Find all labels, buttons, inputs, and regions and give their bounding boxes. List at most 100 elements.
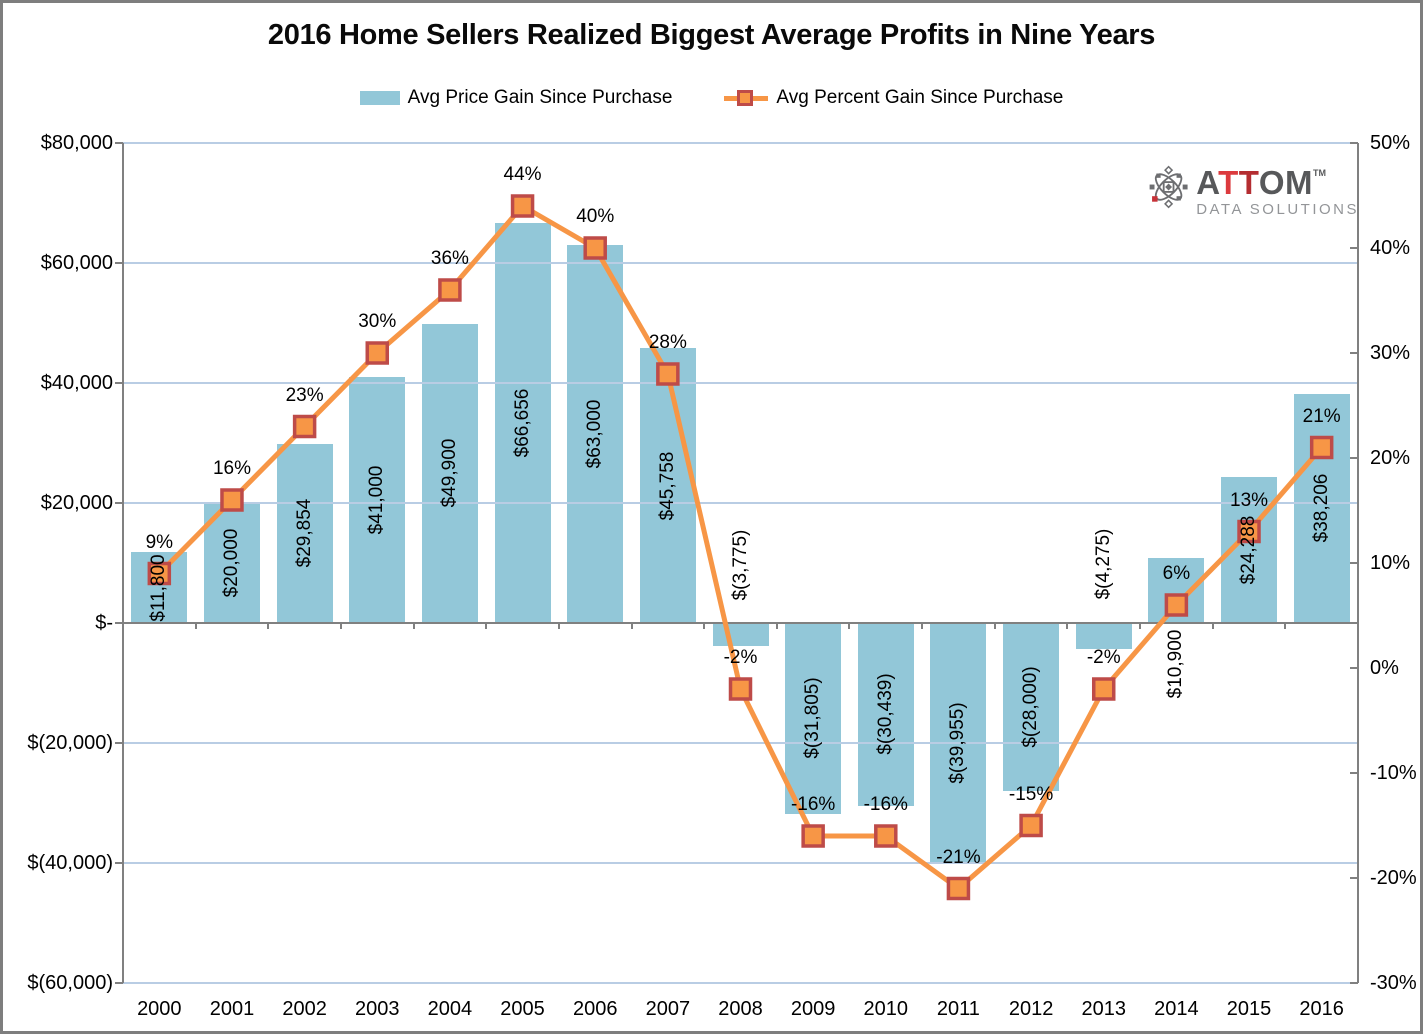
attom-logo-text: ATTOMTM DATA SOLUTIONS bbox=[1196, 154, 1359, 222]
category-axis-tick bbox=[993, 623, 996, 629]
left-axis-tick-label: $20,000 bbox=[40, 492, 113, 514]
percent-label-2002: 23% bbox=[285, 384, 324, 406]
line-marker-2012 bbox=[1019, 813, 1043, 838]
category-axis-tick bbox=[339, 623, 342, 629]
x-axis-label-2008: 2008 bbox=[718, 998, 763, 1020]
bar-value-label-2012: $(28,000) bbox=[1020, 666, 1042, 748]
x-axis-label-2006: 2006 bbox=[572, 998, 618, 1020]
percent-label-2003: 30% bbox=[358, 311, 397, 332]
x-axis-label-2004: 2004 bbox=[427, 998, 473, 1020]
legend: Avg Price Gain Since Purchase Avg Percen… bbox=[3, 87, 1420, 109]
category-axis-tick bbox=[848, 623, 851, 629]
legend-label-percent-gain: Avg Percent Gain Since Purchase bbox=[776, 87, 1064, 108]
left-axis-tick-label: $- bbox=[95, 612, 113, 634]
bar-value-label-2013: $(4,275) bbox=[1092, 528, 1114, 600]
line-marker-2005 bbox=[510, 194, 535, 218]
logo-red-square bbox=[1152, 196, 1158, 202]
gridline bbox=[123, 862, 1358, 864]
category-axis-tick bbox=[1357, 623, 1359, 629]
line-marker-2003 bbox=[365, 341, 390, 365]
left-axis-tick bbox=[115, 982, 123, 984]
percent-label-2008: -2% bbox=[723, 647, 758, 668]
gridline bbox=[123, 142, 1358, 144]
category-axis-tick bbox=[557, 623, 560, 629]
bar-value-label-2016: $38,206 bbox=[1310, 474, 1332, 543]
percent-label-2007: 28% bbox=[648, 332, 687, 353]
logo-letter: T bbox=[1218, 164, 1239, 201]
bar-value-label-2014: $10,900 bbox=[1165, 629, 1187, 699]
right-axis-tick bbox=[1350, 877, 1358, 879]
left-axis-tick-label: $(40,000) bbox=[27, 852, 113, 874]
x-axis-label-2015: 2015 bbox=[1226, 998, 1272, 1020]
left-axis-tick-label: $(20,000) bbox=[27, 732, 113, 754]
category-axis-tick bbox=[122, 623, 124, 629]
right-axis-tick bbox=[1350, 247, 1358, 249]
line-marker-2010 bbox=[874, 824, 898, 848]
x-axis-label-2012: 2012 bbox=[1008, 998, 1054, 1020]
category-axis-tick bbox=[1211, 623, 1214, 629]
right-axis-tick-label: 0% bbox=[1370, 657, 1399, 679]
bar-value-label-2000: $11,800 bbox=[148, 553, 170, 622]
right-axis-tick bbox=[1350, 142, 1358, 144]
bar-value-label-2005: $66,656 bbox=[511, 388, 533, 458]
legend-item-percent-gain: Avg Percent Gain Since Purchase bbox=[724, 87, 1063, 109]
right-axis-tick-label: 20% bbox=[1370, 447, 1411, 469]
right-axis-tick-label: 10% bbox=[1370, 552, 1411, 574]
category-axis-tick bbox=[194, 623, 197, 629]
category-axis-tick bbox=[1284, 623, 1287, 629]
left-axis-tick-label: $80,000 bbox=[40, 132, 113, 154]
percent-label-2013: -2% bbox=[1086, 647, 1121, 668]
left-axis-tick-label: $60,000 bbox=[40, 252, 113, 274]
attom-logo: ATTOMTM DATA SOLUTIONS bbox=[1149, 154, 1359, 222]
category-axis-tick bbox=[485, 623, 488, 629]
bar-value-label-2007: $45,758 bbox=[656, 451, 678, 521]
category-axis-tick bbox=[1066, 623, 1069, 629]
bar-value-label-2008: $(3,775) bbox=[729, 529, 751, 601]
attom-logo-subtitle: DATA SOLUTIONS bbox=[1196, 201, 1359, 218]
category-axis-tick bbox=[921, 623, 924, 629]
bar-value-label-2004: $49,900 bbox=[438, 438, 460, 508]
left-axis-line bbox=[122, 143, 124, 983]
bar-value-label-2006: $63,000 bbox=[584, 399, 606, 469]
category-axis-tick bbox=[267, 623, 270, 629]
line-series-swatch bbox=[724, 90, 769, 106]
left-axis-tick-label: $(60,000) bbox=[27, 972, 113, 994]
left-axis-tick bbox=[115, 142, 123, 144]
line-marker-2004 bbox=[438, 278, 462, 302]
line-marker-2008 bbox=[728, 677, 753, 701]
right-axis-tick-label: 30% bbox=[1370, 342, 1411, 364]
left-axis-tick bbox=[115, 742, 123, 744]
line-marker-2011 bbox=[946, 876, 971, 901]
logo-trademark: TM bbox=[1312, 168, 1326, 178]
percent-label-2005: 44% bbox=[503, 164, 542, 185]
right-axis-line bbox=[1357, 143, 1359, 983]
left-axis-tick-label: $40,000 bbox=[40, 372, 113, 394]
percent-label-2001: 16% bbox=[212, 458, 251, 479]
percent-label-2010: -16% bbox=[863, 794, 908, 815]
x-axis-label-2003: 2003 bbox=[355, 998, 400, 1020]
x-axis-label-2000: 2000 bbox=[137, 998, 182, 1020]
left-axis-tick bbox=[115, 862, 123, 864]
right-axis-tick bbox=[1350, 667, 1358, 669]
gridline bbox=[123, 262, 1358, 264]
x-axis-label-2002: 2002 bbox=[282, 998, 327, 1020]
left-axis-tick bbox=[115, 382, 123, 384]
attom-logo-brand: ATTOMTM bbox=[1196, 156, 1359, 200]
gridline bbox=[123, 982, 1358, 984]
percent-label-2015: 13% bbox=[1230, 489, 1269, 511]
right-axis-tick bbox=[1350, 457, 1358, 459]
logo-letter: OM bbox=[1258, 164, 1313, 201]
legend-item-price-gain: Avg Price Gain Since Purchase bbox=[359, 87, 672, 109]
right-axis-tick bbox=[1350, 352, 1358, 354]
attom-atom-icon bbox=[1149, 165, 1188, 209]
percent-label-2011: -21% bbox=[936, 846, 981, 868]
x-axis-label-2007: 2007 bbox=[645, 998, 691, 1020]
bar-value-label-2010: $(30,439) bbox=[874, 673, 896, 755]
x-axis-label-2009: 2009 bbox=[790, 998, 836, 1020]
percent-label-2016: 21% bbox=[1302, 405, 1341, 427]
right-axis-tick-label: -20% bbox=[1370, 867, 1417, 889]
x-axis-label-2016: 2016 bbox=[1299, 998, 1344, 1020]
right-axis-tick-label: 50% bbox=[1370, 132, 1411, 154]
right-axis-tick-label: 40% bbox=[1370, 237, 1411, 259]
percent-label-2014: 6% bbox=[1162, 563, 1191, 584]
